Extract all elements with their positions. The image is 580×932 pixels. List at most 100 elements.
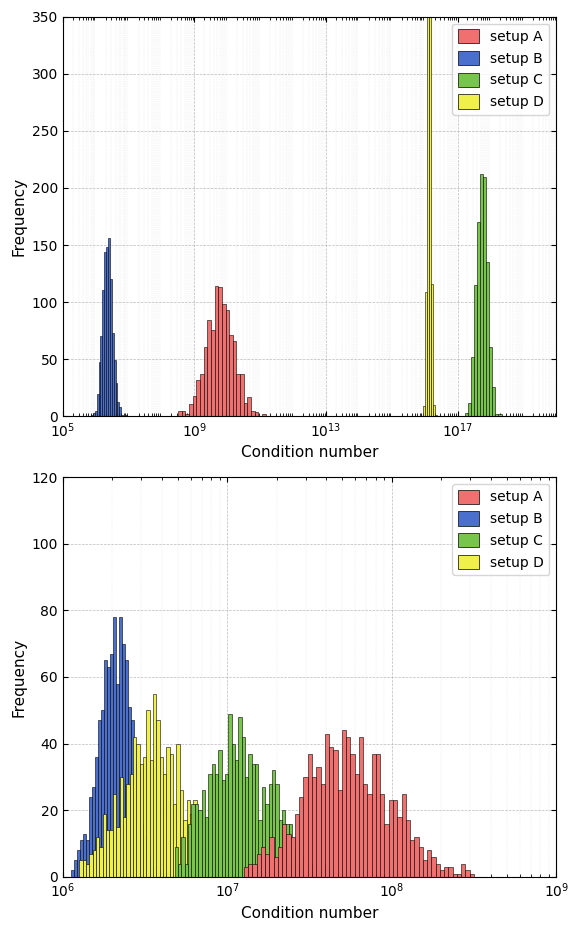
Bar xyxy=(126,784,129,877)
Bar xyxy=(423,406,425,417)
Bar xyxy=(432,857,436,877)
Bar xyxy=(372,754,376,877)
Bar xyxy=(342,731,346,877)
Bar xyxy=(180,790,183,877)
Bar xyxy=(287,833,291,877)
Bar xyxy=(86,864,89,877)
Bar xyxy=(146,710,150,877)
Bar xyxy=(230,870,233,877)
Bar xyxy=(255,763,259,877)
Bar xyxy=(98,720,101,877)
Bar xyxy=(222,305,226,417)
Bar xyxy=(498,414,502,417)
Bar xyxy=(338,790,342,877)
Bar xyxy=(110,653,113,877)
Bar xyxy=(115,383,117,417)
Bar xyxy=(200,847,204,877)
Bar xyxy=(233,873,237,877)
Bar xyxy=(193,801,197,877)
Bar xyxy=(133,737,136,877)
Bar xyxy=(425,292,426,417)
Bar xyxy=(308,754,312,877)
Bar xyxy=(150,761,153,877)
Bar xyxy=(329,873,332,877)
Bar xyxy=(247,873,250,877)
Bar xyxy=(79,860,83,877)
Bar xyxy=(222,780,225,877)
X-axis label: Condition number: Condition number xyxy=(241,906,378,921)
Bar xyxy=(231,744,235,877)
Bar xyxy=(99,847,103,877)
Bar xyxy=(430,284,433,417)
Bar xyxy=(166,747,170,877)
Bar xyxy=(151,867,154,877)
Bar xyxy=(200,374,204,417)
Y-axis label: Frequency: Frequency xyxy=(11,637,26,717)
Bar xyxy=(468,403,471,417)
Bar xyxy=(238,717,242,877)
Bar xyxy=(110,830,113,877)
Bar xyxy=(187,801,190,877)
Bar xyxy=(252,763,255,877)
Bar xyxy=(359,737,363,877)
Bar xyxy=(96,837,99,877)
Bar xyxy=(495,414,498,417)
Bar xyxy=(325,867,329,877)
Bar xyxy=(106,247,108,417)
Bar xyxy=(225,774,229,877)
Bar xyxy=(233,341,237,417)
Bar xyxy=(363,784,368,877)
Bar xyxy=(188,824,191,877)
Bar xyxy=(321,784,325,877)
Bar xyxy=(248,397,251,417)
Bar xyxy=(251,411,255,417)
Bar xyxy=(483,176,486,417)
Bar xyxy=(302,857,305,877)
Bar xyxy=(95,757,98,877)
Bar xyxy=(133,763,137,877)
Bar xyxy=(102,290,104,417)
Bar xyxy=(210,830,213,877)
Bar xyxy=(176,744,180,877)
Bar xyxy=(190,814,193,877)
Bar xyxy=(175,847,178,877)
Bar xyxy=(444,867,448,877)
Bar xyxy=(470,873,474,877)
Bar xyxy=(244,873,247,877)
Bar xyxy=(276,784,278,877)
Bar xyxy=(173,803,176,877)
Bar xyxy=(218,287,222,417)
Bar xyxy=(434,416,437,417)
Bar xyxy=(389,801,393,877)
Bar xyxy=(248,754,252,877)
Bar xyxy=(154,867,158,877)
Bar xyxy=(119,407,121,417)
Bar xyxy=(213,864,217,877)
Bar xyxy=(269,837,274,877)
Bar xyxy=(117,402,119,417)
Bar xyxy=(92,787,95,877)
Bar xyxy=(193,396,196,417)
Bar xyxy=(143,837,146,877)
Bar xyxy=(429,0,430,417)
Bar xyxy=(178,411,182,417)
Bar xyxy=(196,380,200,417)
Bar xyxy=(299,797,303,877)
Bar xyxy=(110,280,112,417)
Bar xyxy=(440,870,444,877)
Bar xyxy=(322,864,325,877)
Bar xyxy=(182,837,185,877)
Bar xyxy=(129,774,133,877)
Bar xyxy=(227,864,230,877)
Bar xyxy=(161,870,164,877)
Bar xyxy=(74,860,77,877)
Bar xyxy=(215,774,218,877)
Bar xyxy=(465,413,468,417)
Bar xyxy=(312,867,316,877)
Bar xyxy=(121,416,123,417)
Bar xyxy=(101,710,104,877)
Bar xyxy=(259,820,262,877)
Bar xyxy=(237,374,240,417)
Bar xyxy=(265,803,269,877)
Bar xyxy=(305,867,309,877)
